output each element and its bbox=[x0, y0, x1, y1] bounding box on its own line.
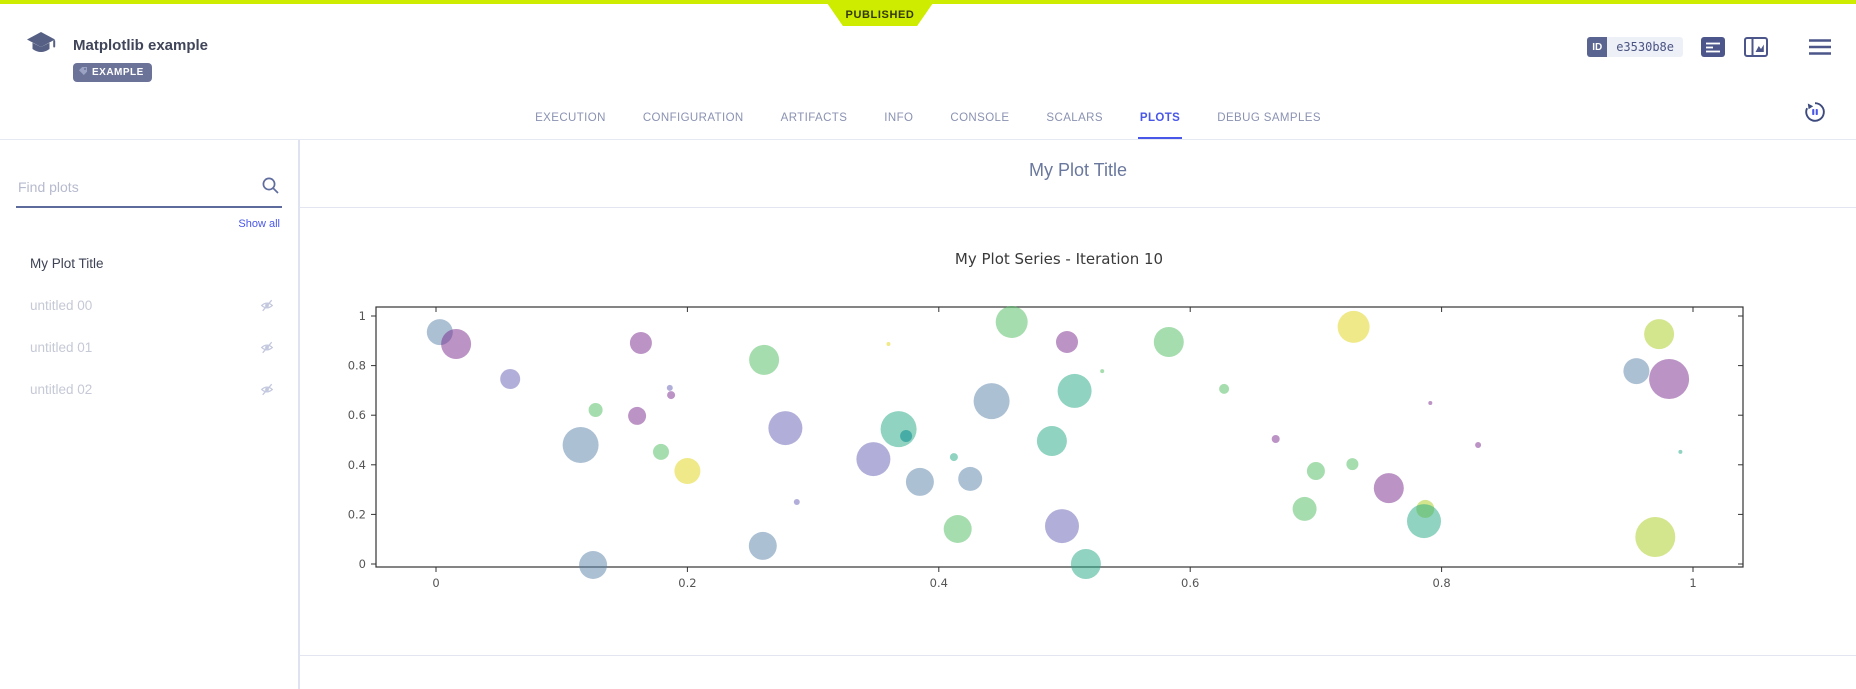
tab-console[interactable]: CONSOLE bbox=[950, 112, 1010, 124]
svg-text:0.4: 0.4 bbox=[348, 458, 366, 472]
svg-text:0.8: 0.8 bbox=[1432, 576, 1450, 590]
eye-off-icon[interactable] bbox=[260, 341, 274, 354]
tag-icon bbox=[78, 66, 88, 79]
status-badge: PUBLISHED bbox=[827, 3, 933, 26]
details-icon[interactable] bbox=[1700, 36, 1726, 58]
svg-text:1: 1 bbox=[1689, 576, 1696, 590]
tag-label: EXAMPLE bbox=[92, 67, 144, 78]
svg-text:0.2: 0.2 bbox=[678, 576, 696, 590]
plot-group-title: My Plot Title bbox=[1028, 160, 1128, 180]
svg-text:0.6: 0.6 bbox=[348, 408, 366, 422]
menu-icon[interactable] bbox=[1808, 38, 1832, 56]
tab-configuration[interactable]: CONFIGURATION bbox=[642, 112, 744, 124]
svg-text:0: 0 bbox=[359, 557, 366, 571]
example-tag-badge[interactable]: EXAMPLE bbox=[73, 63, 152, 82]
plot-list: My Plot Title untitled 00 untitled 01 bbox=[16, 242, 282, 410]
svg-text:0.6: 0.6 bbox=[1181, 576, 1199, 590]
svg-text:0.2: 0.2 bbox=[348, 507, 366, 521]
experiment-id-chip[interactable]: ID e3530b8e bbox=[1587, 37, 1683, 57]
tab-execution[interactable]: EXECUTION bbox=[535, 112, 606, 124]
header: Matplotlib example EXAMPLE ID e3530b8e bbox=[0, 4, 1856, 88]
plot-list-item-untitled-02[interactable]: untitled 02 bbox=[16, 368, 282, 410]
app-logo-icon bbox=[24, 30, 58, 88]
svg-text:1: 1 bbox=[359, 309, 366, 323]
id-label: ID bbox=[1587, 37, 1608, 57]
tab-scalars[interactable]: SCALARS bbox=[1046, 112, 1103, 124]
experiment-title: Matplotlib example bbox=[73, 37, 209, 54]
plots-sidebar: Show all My Plot Title untitled 00 untit… bbox=[0, 140, 300, 689]
tab-artifacts[interactable]: ARTIFACTS bbox=[780, 112, 848, 124]
search-input[interactable] bbox=[16, 178, 254, 196]
plots-panel: My Plot Title 0 0.2 0.4 0.6 0.8 1 0 0.2 0.4 0.6 0.… bbox=[300, 140, 1856, 689]
auto-refresh-pause-icon[interactable] bbox=[1804, 101, 1826, 128]
show-all-link[interactable]: Show all bbox=[238, 218, 280, 230]
plot-list-item-untitled-01[interactable]: untitled 01 bbox=[16, 326, 282, 368]
svg-text:0.8: 0.8 bbox=[348, 359, 366, 373]
viewer-panel-icon[interactable] bbox=[1743, 36, 1769, 58]
svg-text:0: 0 bbox=[432, 576, 439, 590]
tab-debug-samples[interactable]: DEBUG SAMPLES bbox=[1217, 112, 1321, 124]
status-ribbon-bar bbox=[0, 0, 1856, 4]
eye-off-icon[interactable] bbox=[260, 383, 274, 396]
svg-text:My Plot Series - Iteration 10: My Plot Series - Iteration 10 bbox=[955, 250, 1163, 268]
id-value: e3530b8e bbox=[1607, 37, 1683, 57]
plot-list-item-my-plot-title[interactable]: My Plot Title bbox=[30, 255, 104, 271]
plot-card: 0 0.2 0.4 0.6 0.8 1 0 0.2 0.4 0.6 0.8 1 My Plot Seri… bbox=[300, 207, 1856, 656]
search-icon[interactable] bbox=[261, 176, 280, 200]
tab-plots[interactable]: PLOTS bbox=[1137, 102, 1183, 139]
eye-off-icon[interactable] bbox=[260, 299, 274, 312]
tab-bar: EXECUTION CONFIGURATION ARTIFACTS INFO C… bbox=[0, 88, 1856, 140]
scatter-plot[interactable]: 0 0.2 0.4 0.6 0.8 1 0 0.2 0.4 0.6 0.8 1 My Plot Seri… bbox=[346, 233, 1776, 605]
svg-text:0.4: 0.4 bbox=[930, 576, 948, 590]
plot-list-item-untitled-00[interactable]: untitled 00 bbox=[16, 284, 282, 326]
tab-info[interactable]: INFO bbox=[884, 112, 914, 124]
